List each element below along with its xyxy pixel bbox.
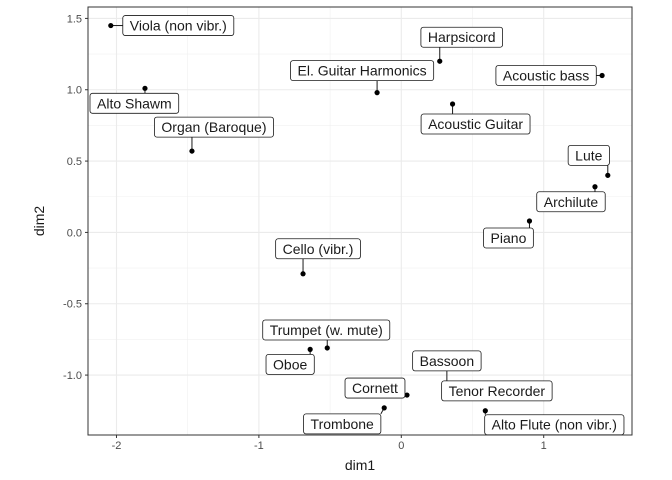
x-tick-label: -1 bbox=[254, 440, 264, 452]
x-tick-label: -2 bbox=[112, 440, 122, 452]
y-tick-label: 0.0 bbox=[67, 227, 82, 239]
point-label: Alto Flute (non vibr.) bbox=[484, 414, 625, 436]
label-box bbox=[275, 238, 361, 260]
label-text: Bassoon bbox=[420, 353, 474, 369]
label-text: Acoustic bass bbox=[503, 67, 589, 83]
data-point bbox=[374, 90, 380, 96]
label-text: El. Guitar Harmonics bbox=[298, 63, 427, 79]
label-box bbox=[344, 377, 406, 399]
label-text: Acoustic Guitar bbox=[428, 116, 523, 132]
point-label: Archilute bbox=[536, 191, 606, 213]
data-point bbox=[324, 345, 330, 351]
label-box bbox=[265, 353, 315, 375]
label-box bbox=[154, 116, 274, 138]
data-point bbox=[108, 22, 114, 29]
data-point bbox=[482, 408, 488, 414]
label-box bbox=[483, 227, 534, 249]
label-text: Harpsicord bbox=[428, 29, 496, 45]
label-text: Viola (non vibr.) bbox=[130, 18, 227, 34]
x-tick-label: 1 bbox=[541, 440, 547, 452]
point-label: Acoustic bass bbox=[495, 65, 597, 86]
data-point bbox=[449, 101, 456, 107]
label-text: Lute bbox=[575, 147, 602, 163]
label-box bbox=[262, 319, 391, 341]
point-labels: Viola (non vibr.) Alto Shawm Organ (Baroqu… bbox=[89, 15, 625, 436]
label-box bbox=[303, 413, 382, 435]
label-box bbox=[441, 380, 553, 402]
data-point bbox=[437, 58, 443, 64]
label-box bbox=[412, 350, 482, 372]
label-text: Cello (vibr.) bbox=[283, 241, 354, 257]
point-label: Trombone bbox=[303, 413, 382, 435]
label-box bbox=[420, 113, 531, 135]
point-label: Trumpet (w. mute) bbox=[262, 319, 391, 341]
point-label: Acoustic Guitar bbox=[420, 113, 531, 135]
point-label: El. Guitar Harmonics bbox=[290, 60, 435, 81]
point-label: Piano bbox=[483, 227, 534, 249]
label-box bbox=[122, 15, 235, 36]
label-box bbox=[536, 191, 606, 213]
label-text: Trumpet (w. mute) bbox=[270, 322, 383, 338]
x-tick-label: 0 bbox=[398, 440, 404, 452]
label-text: Alto Shawm bbox=[97, 95, 172, 111]
point-label: Tenor Recorder bbox=[441, 380, 553, 402]
point-label: Bassoon bbox=[412, 350, 482, 372]
label-text: Piano bbox=[491, 230, 527, 246]
data-point bbox=[592, 184, 598, 190]
data-point bbox=[300, 271, 306, 277]
label-box bbox=[89, 92, 180, 114]
data-point bbox=[381, 405, 387, 411]
label-text: Trombone bbox=[311, 416, 375, 432]
data-point bbox=[142, 85, 148, 91]
y-tick-label: 0.5 bbox=[67, 156, 82, 168]
point-label: Lute bbox=[567, 144, 610, 166]
point-label: Cello (vibr.) bbox=[275, 238, 361, 260]
data-point bbox=[526, 218, 533, 224]
point-label: Alto Shawm bbox=[89, 92, 180, 114]
y-tick-label: -1.0 bbox=[63, 370, 82, 382]
label-box bbox=[567, 144, 610, 166]
x-axis-title: dim1 bbox=[345, 457, 376, 473]
label-box bbox=[495, 65, 597, 86]
label-box bbox=[420, 26, 504, 48]
panel-border bbox=[87, 6, 633, 436]
label-text: Alto Flute (non vibr.) bbox=[492, 417, 617, 433]
data-point bbox=[599, 72, 605, 79]
point-label: Viola (non vibr.) bbox=[122, 15, 235, 36]
point-label: Cornett bbox=[344, 377, 406, 399]
label-box bbox=[290, 60, 435, 81]
label-text: Tenor Recorder bbox=[449, 383, 546, 399]
point-label: Organ (Baroque) bbox=[154, 116, 274, 138]
axis-ticks: -2 -1 0 1 -1.0 -0.5 0.0 0.5 1.0 1.5 bbox=[63, 13, 547, 452]
data-point bbox=[307, 346, 313, 352]
y-tick-label: 1.5 bbox=[67, 13, 82, 25]
data-point bbox=[189, 148, 195, 154]
point-label: Harpsicord bbox=[420, 26, 504, 48]
label-text: Cornett bbox=[352, 380, 398, 396]
y-tick-label: -0.5 bbox=[63, 299, 82, 311]
data-point bbox=[404, 392, 410, 398]
data-point bbox=[605, 172, 611, 178]
y-axis-title: dim2 bbox=[31, 206, 47, 237]
label-text: Organ (Baroque) bbox=[161, 119, 266, 135]
label-text: Archilute bbox=[544, 194, 599, 210]
point-label: Oboe bbox=[265, 353, 315, 375]
y-tick-label: 1.0 bbox=[67, 85, 82, 97]
label-text: Oboe bbox=[273, 356, 307, 372]
